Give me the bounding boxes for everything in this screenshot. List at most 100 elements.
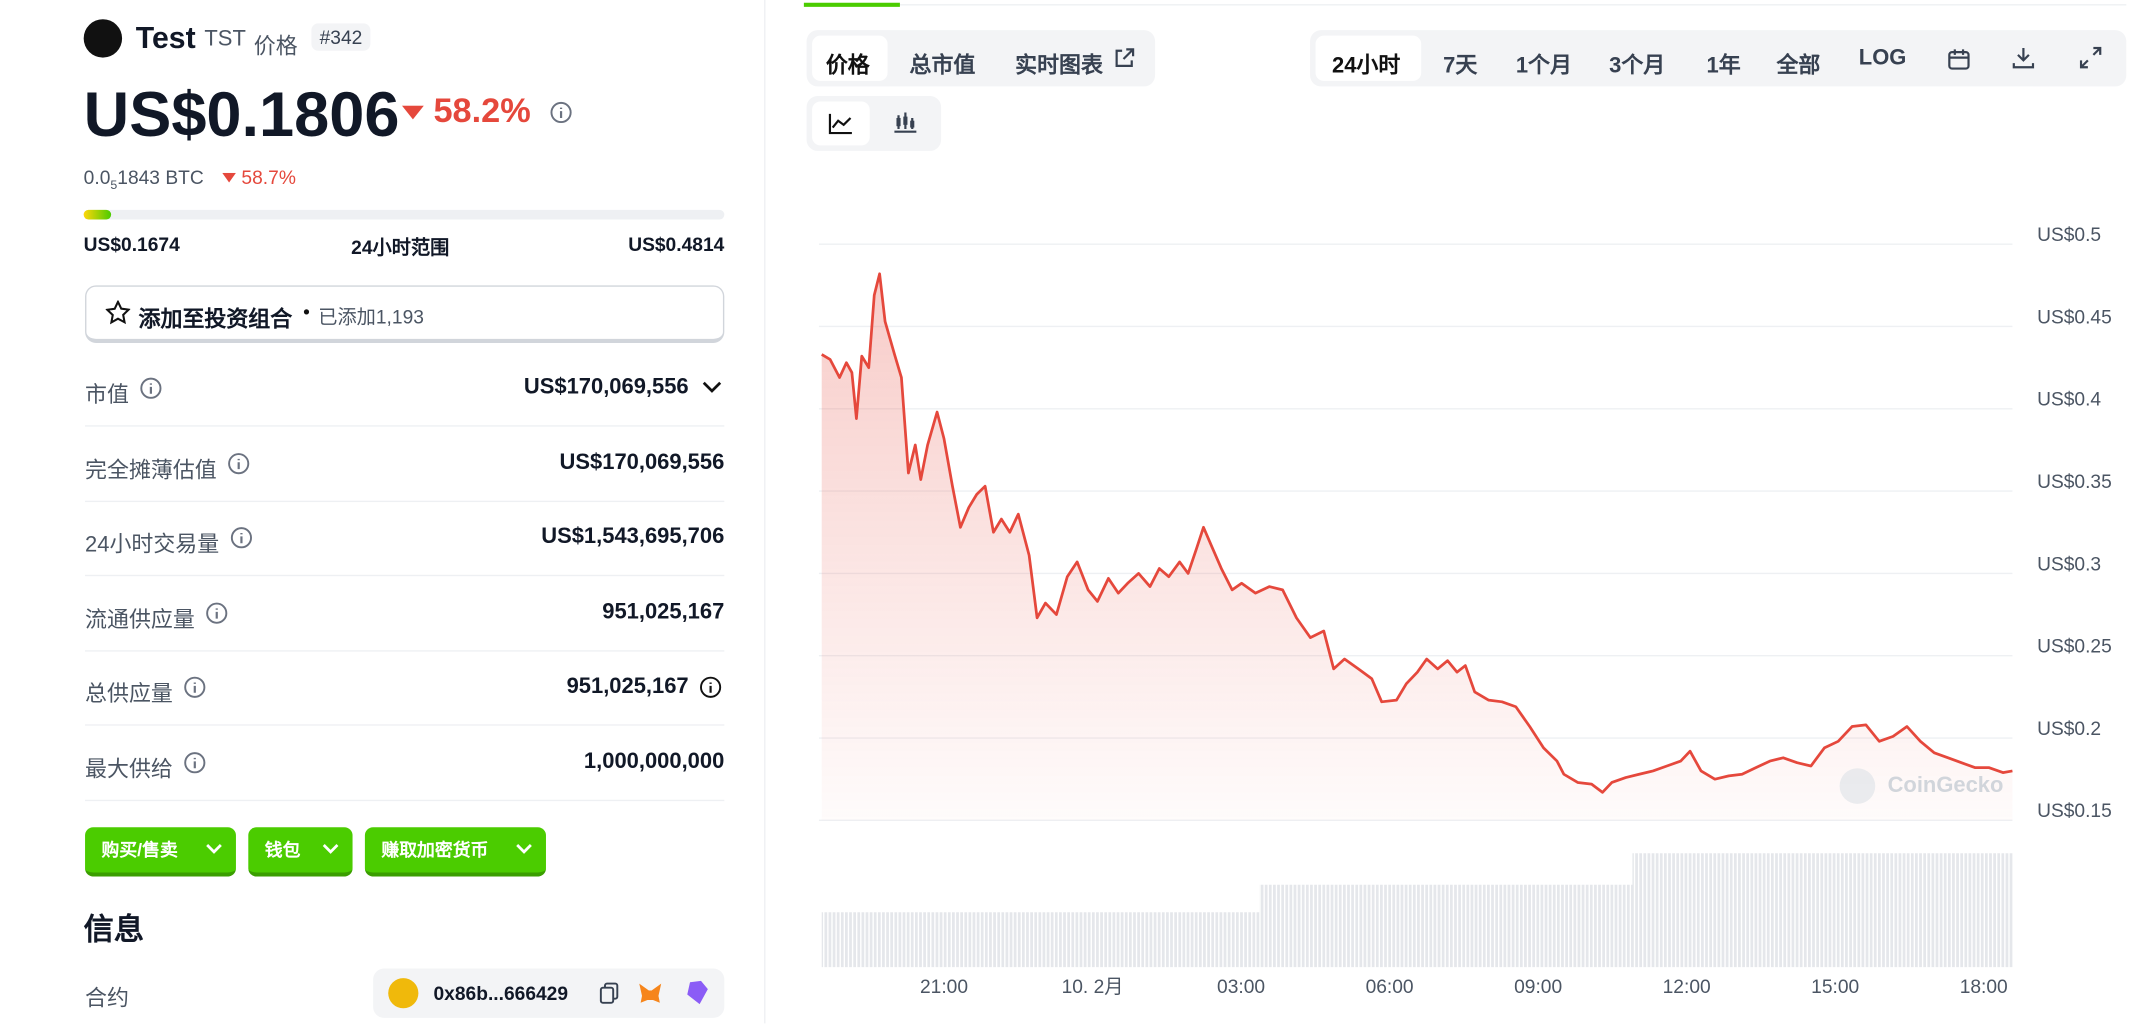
btc-lead: 0.0 [83,165,111,188]
btc-sub: 5 [110,178,118,192]
view-tabs: 价格 总市值 实时图表 [806,30,1156,87]
info-icon [184,752,206,774]
fullscreen-icon[interactable] [2079,46,2102,69]
stat-label: 市值 [85,384,129,408]
x-tick-label: 18:00 [1960,977,2008,998]
down-arrow [401,105,424,120]
stat-value: 951,025,167 [602,600,725,624]
y-tick-label: US$0.25 [2037,637,2112,658]
btc-price: 0.051843 BTC [84,166,204,192]
stat-label: 最大供给 [85,758,173,782]
button-label: 钱包 [264,839,301,861]
y-tick-label: US$0.4 [2037,390,2101,411]
range-tab[interactable]: 1个月 [1515,54,1572,79]
y-tick-label: US$0.5 [2037,225,2101,246]
portfolio-label: 添加至投资组合 [138,308,293,332]
range-high: US$0.4814 [628,233,725,256]
stat-row: 24小时交易量 US$1,543,695,706 [85,501,725,577]
tab-rule [803,4,2127,6]
info-icon [550,101,572,124]
stat-value: 1,000,000,000 [583,750,725,774]
stat-row: 市值 US$170,069,556 [85,351,725,427]
x-tick-label: 10. 2月 [1062,977,1124,998]
metamask-icon[interactable] [638,981,663,1004]
watermark: CoinGecko [1888,772,2004,797]
stat-label: 完全摊薄估值 [85,458,217,483]
x-tick-label: 21:00 [920,977,968,998]
active-tab-indicator [803,2,900,7]
info-icon [206,602,228,624]
y-tick-label: US$0.45 [2037,307,2112,328]
stat-value: US$1,543,695,706 [541,525,725,549]
stat-value: US$170,069,556 [523,375,689,400]
candle-chart-icon[interactable] [893,111,918,133]
contract-pill[interactable]: 0x86b...666429 [373,968,725,1018]
range-label: 24小时范围 [351,235,450,258]
range-tab[interactable]: 24小时 [1332,54,1401,79]
price-chart: US$0.15 US$0.2 US$0.25 US$0.3 US$0.35 US$0.4 U… [818,225,2112,998]
stat-row: 最大供给 1,000,000,000 [85,726,725,802]
copy-icon[interactable] [599,982,619,1004]
portfolio-button[interactable]: 添加至投资组合 • 已添加1,193 [85,285,725,343]
chevron[interactable] [702,381,722,393]
btc-change: 58.7% [241,165,296,188]
tab[interactable]: 总市值 [909,54,976,79]
coin-logo [83,19,123,58]
buy-sell-button[interactable]: 购买/售卖 [85,827,236,877]
stat-value: US$170,069,556 [559,450,725,475]
stat-row: 完全摊薄估值 US$170,069,556 [85,426,725,502]
btc-rest: 1843 BTC [117,165,204,188]
chart-type-tabs [806,96,942,151]
info-icon [228,452,250,474]
y-tick-label: US$0.35 [2037,472,2112,493]
range-bar [83,209,725,220]
y-tick-label: US$0.3 [2037,554,2101,575]
range-tab[interactable]: LOG [1858,46,1907,70]
button-label: 购买/售卖 [101,839,178,861]
info-title: 信息 [83,912,145,947]
info-icon [700,677,722,699]
contract-address: 0x86b...666429 [433,982,569,1005]
range-tab[interactable]: 3个月 [1609,54,1666,79]
calendar-icon[interactable] [1948,48,1970,70]
tab[interactable]: 价格 [825,54,870,79]
earn-button[interactable]: 赚取加密货币 [364,827,546,877]
tab[interactable]: 实时图表 [1015,54,1103,79]
y-tick-label: US$0.15 [2037,801,2112,822]
y-tick-label: US$0.2 [2037,719,2101,740]
external-icon [1115,48,1135,67]
x-tick-label: 09:00 [1514,977,1562,998]
range-tab[interactable]: 1年 [1706,54,1741,79]
line-chart-icon[interactable] [828,112,854,135]
stat-value: 951,025,167 [566,675,689,699]
price: US$0.1806 [83,78,400,150]
range-low: US$0.1674 [83,233,180,256]
x-tick-label: 12:00 [1663,977,1711,998]
download-icon[interactable] [2012,47,2035,69]
divider [764,0,766,1024]
wallet-icon[interactable] [683,978,710,1005]
area [821,273,2013,821]
button-label: 赚取加密货币 [381,839,489,861]
contract-label: 合约 [85,987,129,1012]
info-icon [140,377,162,399]
watermark-logo [1839,768,1876,804]
x-tick-label: 06:00 [1366,977,1414,998]
stat-label: 总供应量 [85,683,173,708]
coin-name: Test [135,20,196,55]
stat-row: 流通供应量 951,025,167 [85,576,725,652]
rank: #342 [311,23,371,51]
wallet-button[interactable]: 钱包 [248,827,353,877]
range-tab[interactable]: 7天 [1443,54,1478,79]
stat-label: 24小时交易量 [85,533,220,558]
info-icon [184,677,206,699]
range-tab[interactable]: 全部 [1776,54,1821,79]
portfolio-count: 已添加1,193 [318,305,424,328]
x-tick-label: 03:00 [1217,977,1265,998]
stat-label: 流通供应量 [85,608,195,633]
range-tabs: 24小时 7天 1个月 3个月 1年 全部 LOG [1310,30,2127,87]
coin-symbol: TST [204,27,246,51]
info-icon [230,527,252,549]
